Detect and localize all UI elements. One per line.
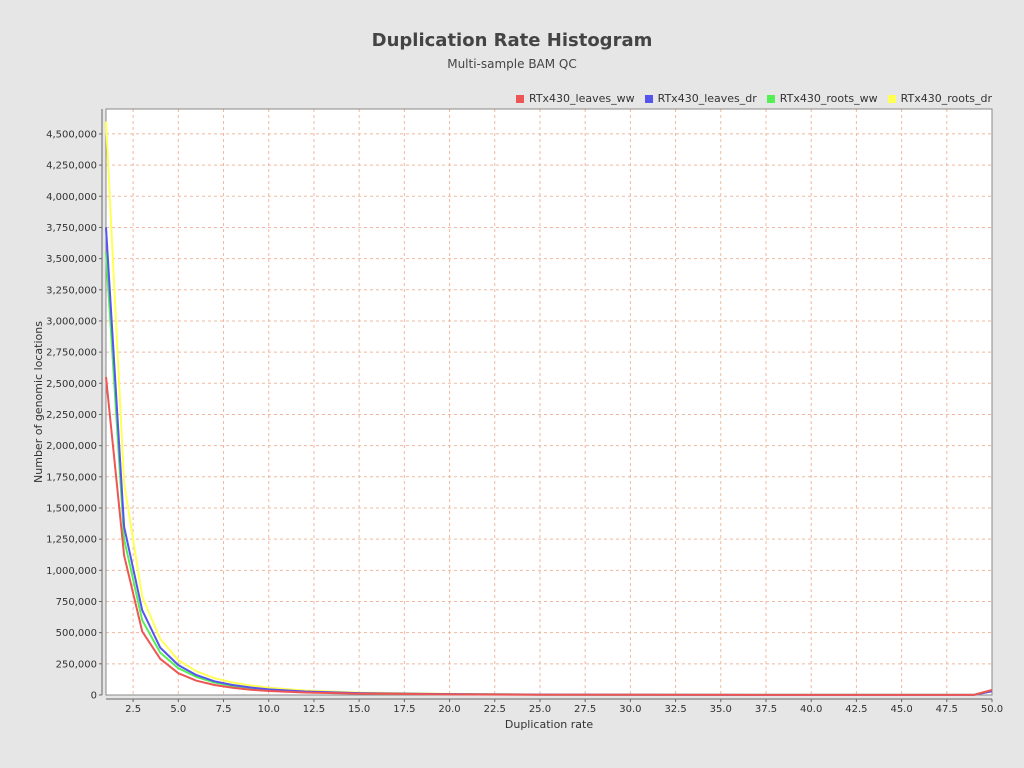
x-tick-label: 7.5 [216,704,232,715]
y-tick-label: 1,750,000 [46,472,97,483]
y-tick-label: 2,750,000 [46,348,97,359]
y-tick-label: 2,250,000 [46,410,97,421]
x-tick-label: 47.5 [936,704,958,715]
y-tick-label: 3,500,000 [46,254,97,265]
x-axis-label: Duplication rate [505,718,593,731]
legend-swatch [515,94,524,103]
x-tick-label: 45.0 [890,704,912,715]
y-tick-label: 1,500,000 [46,503,97,514]
x-tick-label: 37.5 [755,704,777,715]
legend-item: RTx430_roots_dr [887,92,992,105]
y-tick-label: 1,000,000 [46,566,97,577]
y-tick-label: 2,500,000 [46,379,97,390]
y-tick-label: 1,250,000 [46,535,97,546]
plot-area [106,109,992,695]
x-tick-label: 12.5 [303,704,325,715]
x-tick-label: 2.5 [125,704,141,715]
y-tick-label: 4,500,000 [46,129,97,140]
y-tick-label: 4,250,000 [46,161,97,172]
legend-swatch [644,94,653,103]
y-tick-label: 500,000 [56,628,97,639]
legend-swatch [887,94,896,103]
chart-subtitle: Multi-sample BAM QC [447,57,577,71]
y-tick-label: 750,000 [56,597,97,608]
series-line-RTx430_leaves_ww [105,376,993,696]
x-tick-label: 30.0 [619,704,641,715]
x-tick-label: 40.0 [800,704,822,715]
legend-label: RTx430_leaves_dr [657,92,757,105]
x-tick-label: 32.5 [664,704,686,715]
chart-title: Duplication Rate Histogram [371,30,653,51]
legend-swatch [766,94,775,103]
y-tick-label: 3,000,000 [46,316,97,327]
legend-label: RTx430_roots_ww [779,92,878,105]
legend-item: RTx430_leaves_ww [515,92,635,105]
x-tick-label: 50.0 [981,704,1003,715]
y-tick-label: 0 [91,691,97,702]
x-tick-label: 22.5 [484,704,506,715]
legend: RTx430_leaves_ww RTx430_leaves_dr RTx430… [515,92,992,105]
y-tick-label: 250,000 [56,659,97,670]
legend-label: RTx430_roots_dr [900,92,992,105]
x-tick-label: 35.0 [710,704,732,715]
legend-label: RTx430_leaves_ww [528,92,635,105]
x-tick-label: 5.0 [170,704,186,715]
y-axis-label: Number of genomic locations [32,321,45,483]
x-tick-label: 10.0 [258,704,280,715]
y-tick-label: 3,250,000 [46,285,97,296]
x-tick-label: 27.5 [574,704,596,715]
y-tick-label: 3,750,000 [46,223,97,234]
legend-item: RTx430_roots_ww [766,92,878,105]
y-tick-label: 4,000,000 [46,192,97,203]
x-tick-label: 15.0 [348,704,370,715]
x-tick-label: 20.0 [438,704,460,715]
x-tick-label: 17.5 [393,704,415,715]
legend-item: RTx430_leaves_dr [644,92,757,105]
y-tick-label: 2,000,000 [46,441,97,452]
x-tick-label: 42.5 [845,704,867,715]
x-tick-label: 25.0 [529,704,551,715]
